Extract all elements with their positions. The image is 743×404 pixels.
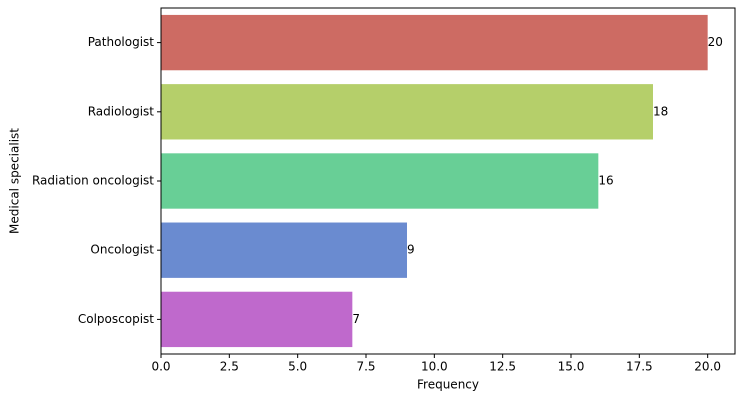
y-tick-label: Pathologist xyxy=(88,35,155,49)
data-label: 9 xyxy=(407,243,415,257)
x-tick-label: 15.0 xyxy=(558,360,585,374)
y-tick-label: Radiologist xyxy=(88,104,155,118)
y-tick-label: Oncologist xyxy=(90,243,154,257)
x-tick-label: 5.0 xyxy=(288,360,307,374)
y-axis-label: Medical specialist xyxy=(8,128,22,234)
x-axis-label: Frequency xyxy=(417,378,479,392)
x-tick-label: 17.5 xyxy=(626,360,653,374)
data-label: 16 xyxy=(598,174,613,188)
x-tick-label: 20.0 xyxy=(694,360,721,374)
x-tick-label: 10.0 xyxy=(421,360,448,374)
data-label: 20 xyxy=(708,35,723,49)
data-label: 7 xyxy=(352,312,360,326)
data-label: 18 xyxy=(653,104,668,118)
y-tick-label: Radiation oncologist xyxy=(32,174,154,188)
x-tick-label: 12.5 xyxy=(489,360,516,374)
x-tick-label: 0.0 xyxy=(151,360,170,374)
x-tick-label: 7.5 xyxy=(356,360,375,374)
bar xyxy=(161,222,407,278)
bar xyxy=(161,14,708,71)
x-tick-label: 2.5 xyxy=(220,360,239,374)
bar xyxy=(161,84,653,140)
bar xyxy=(161,153,599,209)
plot-frame xyxy=(160,7,736,355)
bar xyxy=(161,291,353,348)
y-tick-label: Colposcopist xyxy=(78,312,154,326)
